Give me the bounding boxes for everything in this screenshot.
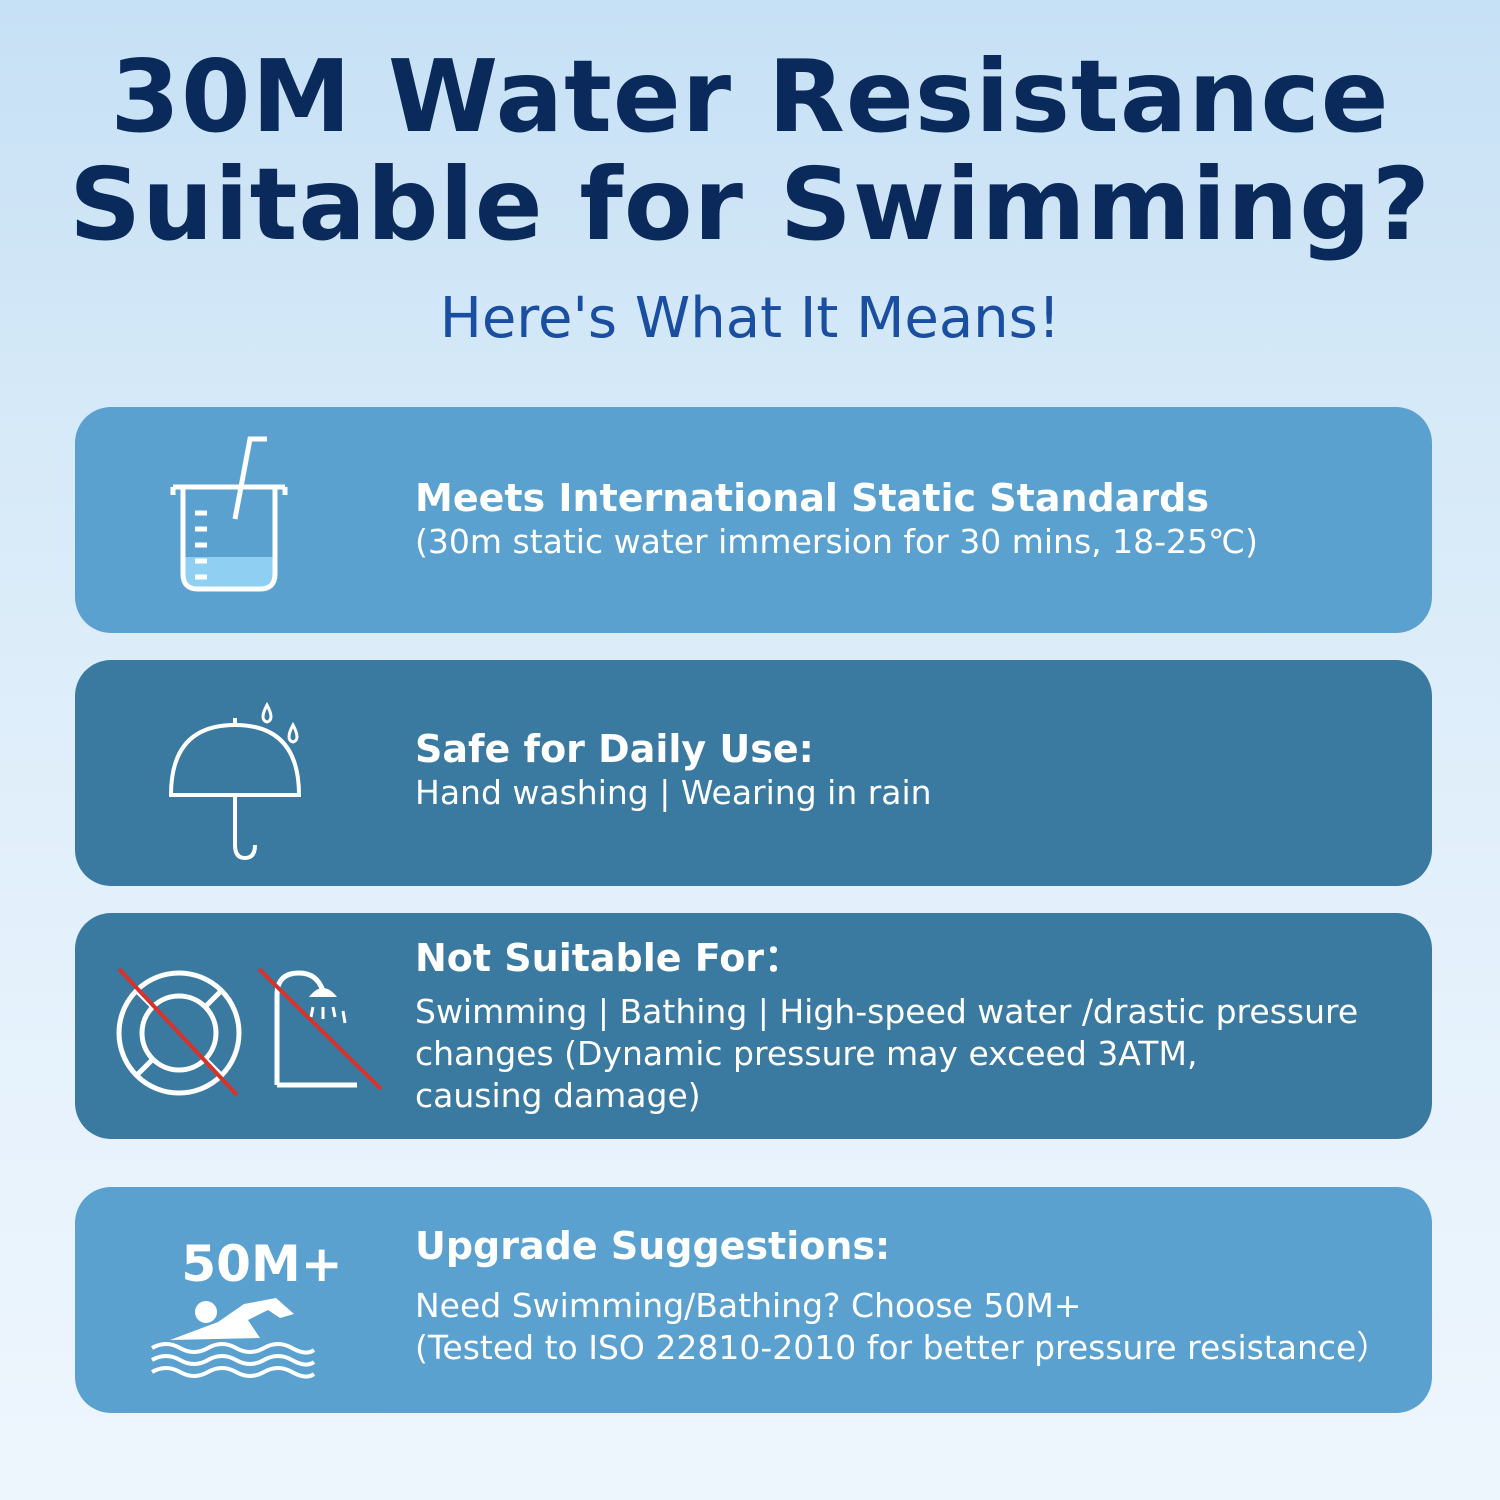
card-static-standards: Meets International Static Standards (30… bbox=[75, 407, 1432, 633]
depth-badge: 50M+ bbox=[181, 1235, 343, 1293]
beaker-icon bbox=[170, 436, 288, 592]
card-title: Not Suitable For： bbox=[415, 936, 803, 980]
subtitle: Here's What It Means! bbox=[439, 286, 1061, 351]
card-body-line: Need Swimming/Bathing? Choose 50M+ bbox=[415, 1286, 1082, 1325]
card-title: Meets International Static Standards bbox=[415, 476, 1209, 520]
card-body: Hand washing | Wearing in rain bbox=[415, 773, 932, 812]
headline-line-1: 30M Water Resistance bbox=[110, 38, 1390, 155]
card-body-line: causing damage) bbox=[415, 1076, 701, 1115]
card-body-line: changes (Dynamic pressure may exceed 3AT… bbox=[415, 1034, 1198, 1073]
no-shower-icon bbox=[257, 967, 383, 1091]
card-daily-use: Safe for Daily Use: Hand washing | Weari… bbox=[75, 660, 1432, 886]
umbrella-icon bbox=[168, 701, 302, 861]
card-upgrade: 50M+ Upgrade Suggestions: Need Swimming/… bbox=[75, 1187, 1432, 1413]
headline-line-2: Suitable for Swimming? bbox=[69, 146, 1431, 263]
card-not-suitable: Not Suitable For： Swimming | Bathing | H… bbox=[75, 913, 1432, 1139]
no-lifebuoy-icon bbox=[116, 967, 242, 1097]
card-body: (30m static water immersion for 30 mins,… bbox=[415, 522, 1258, 561]
card-body-line: Swimming | Bathing | High-speed water /d… bbox=[415, 992, 1359, 1031]
card-body-line: (Tested to ISO 22810-2010 for better pre… bbox=[415, 1328, 1390, 1367]
card-title: Upgrade Suggestions: bbox=[415, 1224, 891, 1268]
swimmer-icon bbox=[151, 1298, 316, 1379]
card-title: Safe for Daily Use: bbox=[415, 727, 814, 771]
